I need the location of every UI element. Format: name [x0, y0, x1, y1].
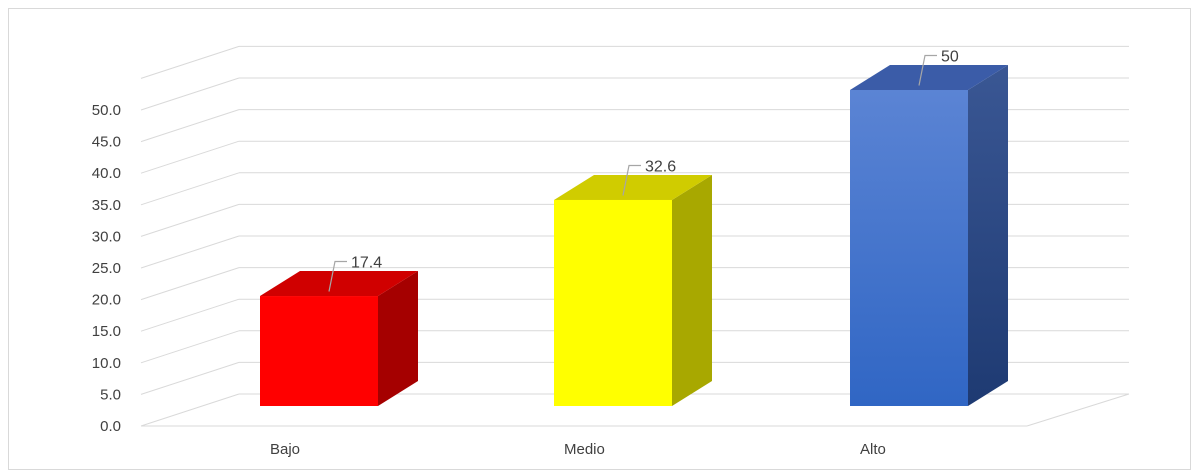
data-label: 32.6	[645, 158, 676, 175]
y-tick-label: 20.0	[92, 292, 121, 309]
bar-side-face	[378, 271, 418, 406]
bar-medio	[554, 174, 712, 406]
bar-side-face	[968, 65, 1008, 406]
gridline-side	[140, 235, 240, 269]
y-tick-label: 0.0	[100, 418, 121, 435]
bar-front-face	[260, 296, 378, 406]
x-category-label: Alto	[860, 441, 886, 458]
gridline-side	[140, 77, 240, 111]
y-tick-label: 30.0	[92, 228, 121, 245]
gridline-side	[140, 203, 240, 237]
bar-bajo	[260, 271, 418, 406]
leader-line	[918, 54, 937, 86]
gridline-side	[140, 109, 240, 143]
bar-top-face	[260, 271, 418, 297]
gridline-side	[140, 45, 240, 79]
y-tick-label: 10.0	[92, 355, 121, 372]
bar-front-face	[554, 199, 672, 406]
y-axis-ticks: 0.0 5.0 10.0 15.0 20.0 25.0 30.0 35.0 40.0 45.0 50…	[92, 102, 121, 435]
bar-top-face	[554, 174, 712, 200]
y-tick-label: 5.0	[100, 386, 121, 403]
chart-frame: 0.0 5.0 10.0 15.0 20.0 25.0 30.0 35.0 40.0 45.0 50…	[8, 8, 1191, 470]
x-category-label: Bajo	[270, 441, 300, 458]
leader-line	[622, 164, 641, 196]
y-tick-label: 25.0	[92, 260, 121, 277]
y-tick-label: 45.0	[92, 134, 121, 151]
x-axis-categories: Bajo Medio Alto	[270, 441, 886, 458]
bars-layer	[260, 65, 1008, 406]
data-label: 50	[941, 49, 959, 66]
x-category-label: Medio	[564, 441, 605, 458]
gridline-side	[140, 393, 240, 427]
gridline-side	[140, 140, 240, 174]
floor-right-edge	[1026, 393, 1130, 427]
data-label: 17.4	[351, 255, 382, 272]
bar-chart: 0.0 5.0 10.0 15.0 20.0 25.0 30.0 35.0 40.0 45.0 50…	[92, 45, 1130, 458]
gridline-side	[140, 267, 240, 301]
gridline-side	[140, 361, 240, 395]
leader-line	[328, 260, 347, 292]
bar-front-face	[850, 90, 968, 406]
gridline-side	[140, 172, 240, 206]
bar-top-face	[850, 65, 1008, 90]
gridline-side	[140, 330, 240, 364]
bar-alto	[850, 65, 1008, 406]
data-labels: 17.4 32.6 50	[328, 49, 959, 292]
y-tick-label: 50.0	[92, 102, 121, 119]
y-tick-label: 15.0	[92, 323, 121, 340]
bar-side-face	[672, 174, 712, 406]
y-tick-label: 35.0	[92, 197, 121, 214]
y-tick-label: 40.0	[92, 165, 121, 182]
gridline-side	[140, 298, 240, 332]
